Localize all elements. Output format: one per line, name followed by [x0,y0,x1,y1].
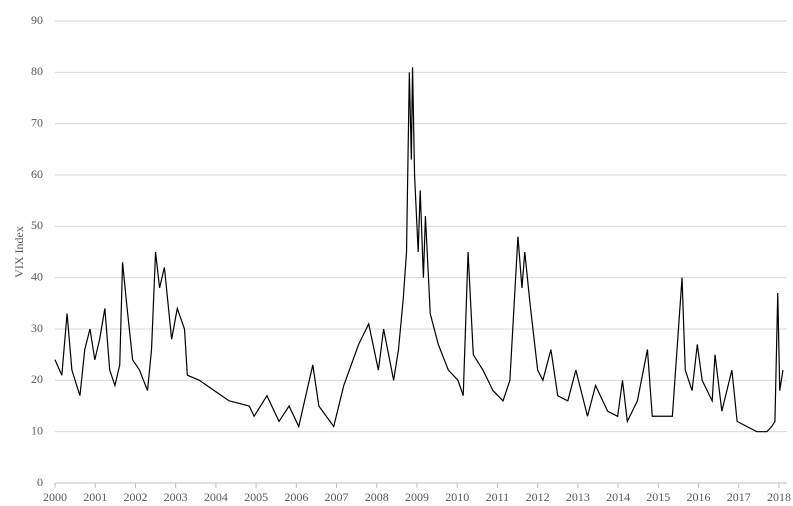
y-tick-label: 40 [31,269,43,283]
x-tick-label: 2017 [727,490,751,504]
x-tick-label: 2013 [566,490,590,504]
y-axis-label: VIX Index [12,226,26,278]
x-tick-label: 2009 [405,490,429,504]
y-tick-label: 30 [31,321,43,335]
x-tick-label: 2014 [606,490,630,504]
x-tick-label: 2007 [325,490,349,504]
y-tick-label: 50 [31,218,43,232]
x-tick-label: 2001 [83,490,107,504]
y-tick-label: 60 [31,167,43,181]
x-tick-label: 2015 [646,490,670,504]
y-tick-label: 10 [31,423,43,437]
x-tick-label: 2011 [486,490,510,504]
y-tick-label: 20 [31,372,43,386]
x-tick-label: 2002 [123,490,147,504]
y-tick-label: 90 [31,13,43,27]
x-tick-label: 2016 [687,490,711,504]
x-tick-label: 2005 [244,490,268,504]
y-tick-label: 80 [31,64,43,78]
y-tick-label: 0 [37,475,43,489]
x-tick-label: 2012 [526,490,550,504]
x-tick-label: 2008 [365,490,389,504]
x-tick-label: 2006 [284,490,308,504]
y-tick-label: 70 [31,115,43,129]
x-tick-label: 2003 [164,490,188,504]
x-tick-label: 2018 [767,490,791,504]
x-tick-label: 2004 [204,490,228,504]
x-tick-label: 2010 [445,490,469,504]
x-tick-label: 2000 [43,490,67,504]
line [54,67,784,433]
